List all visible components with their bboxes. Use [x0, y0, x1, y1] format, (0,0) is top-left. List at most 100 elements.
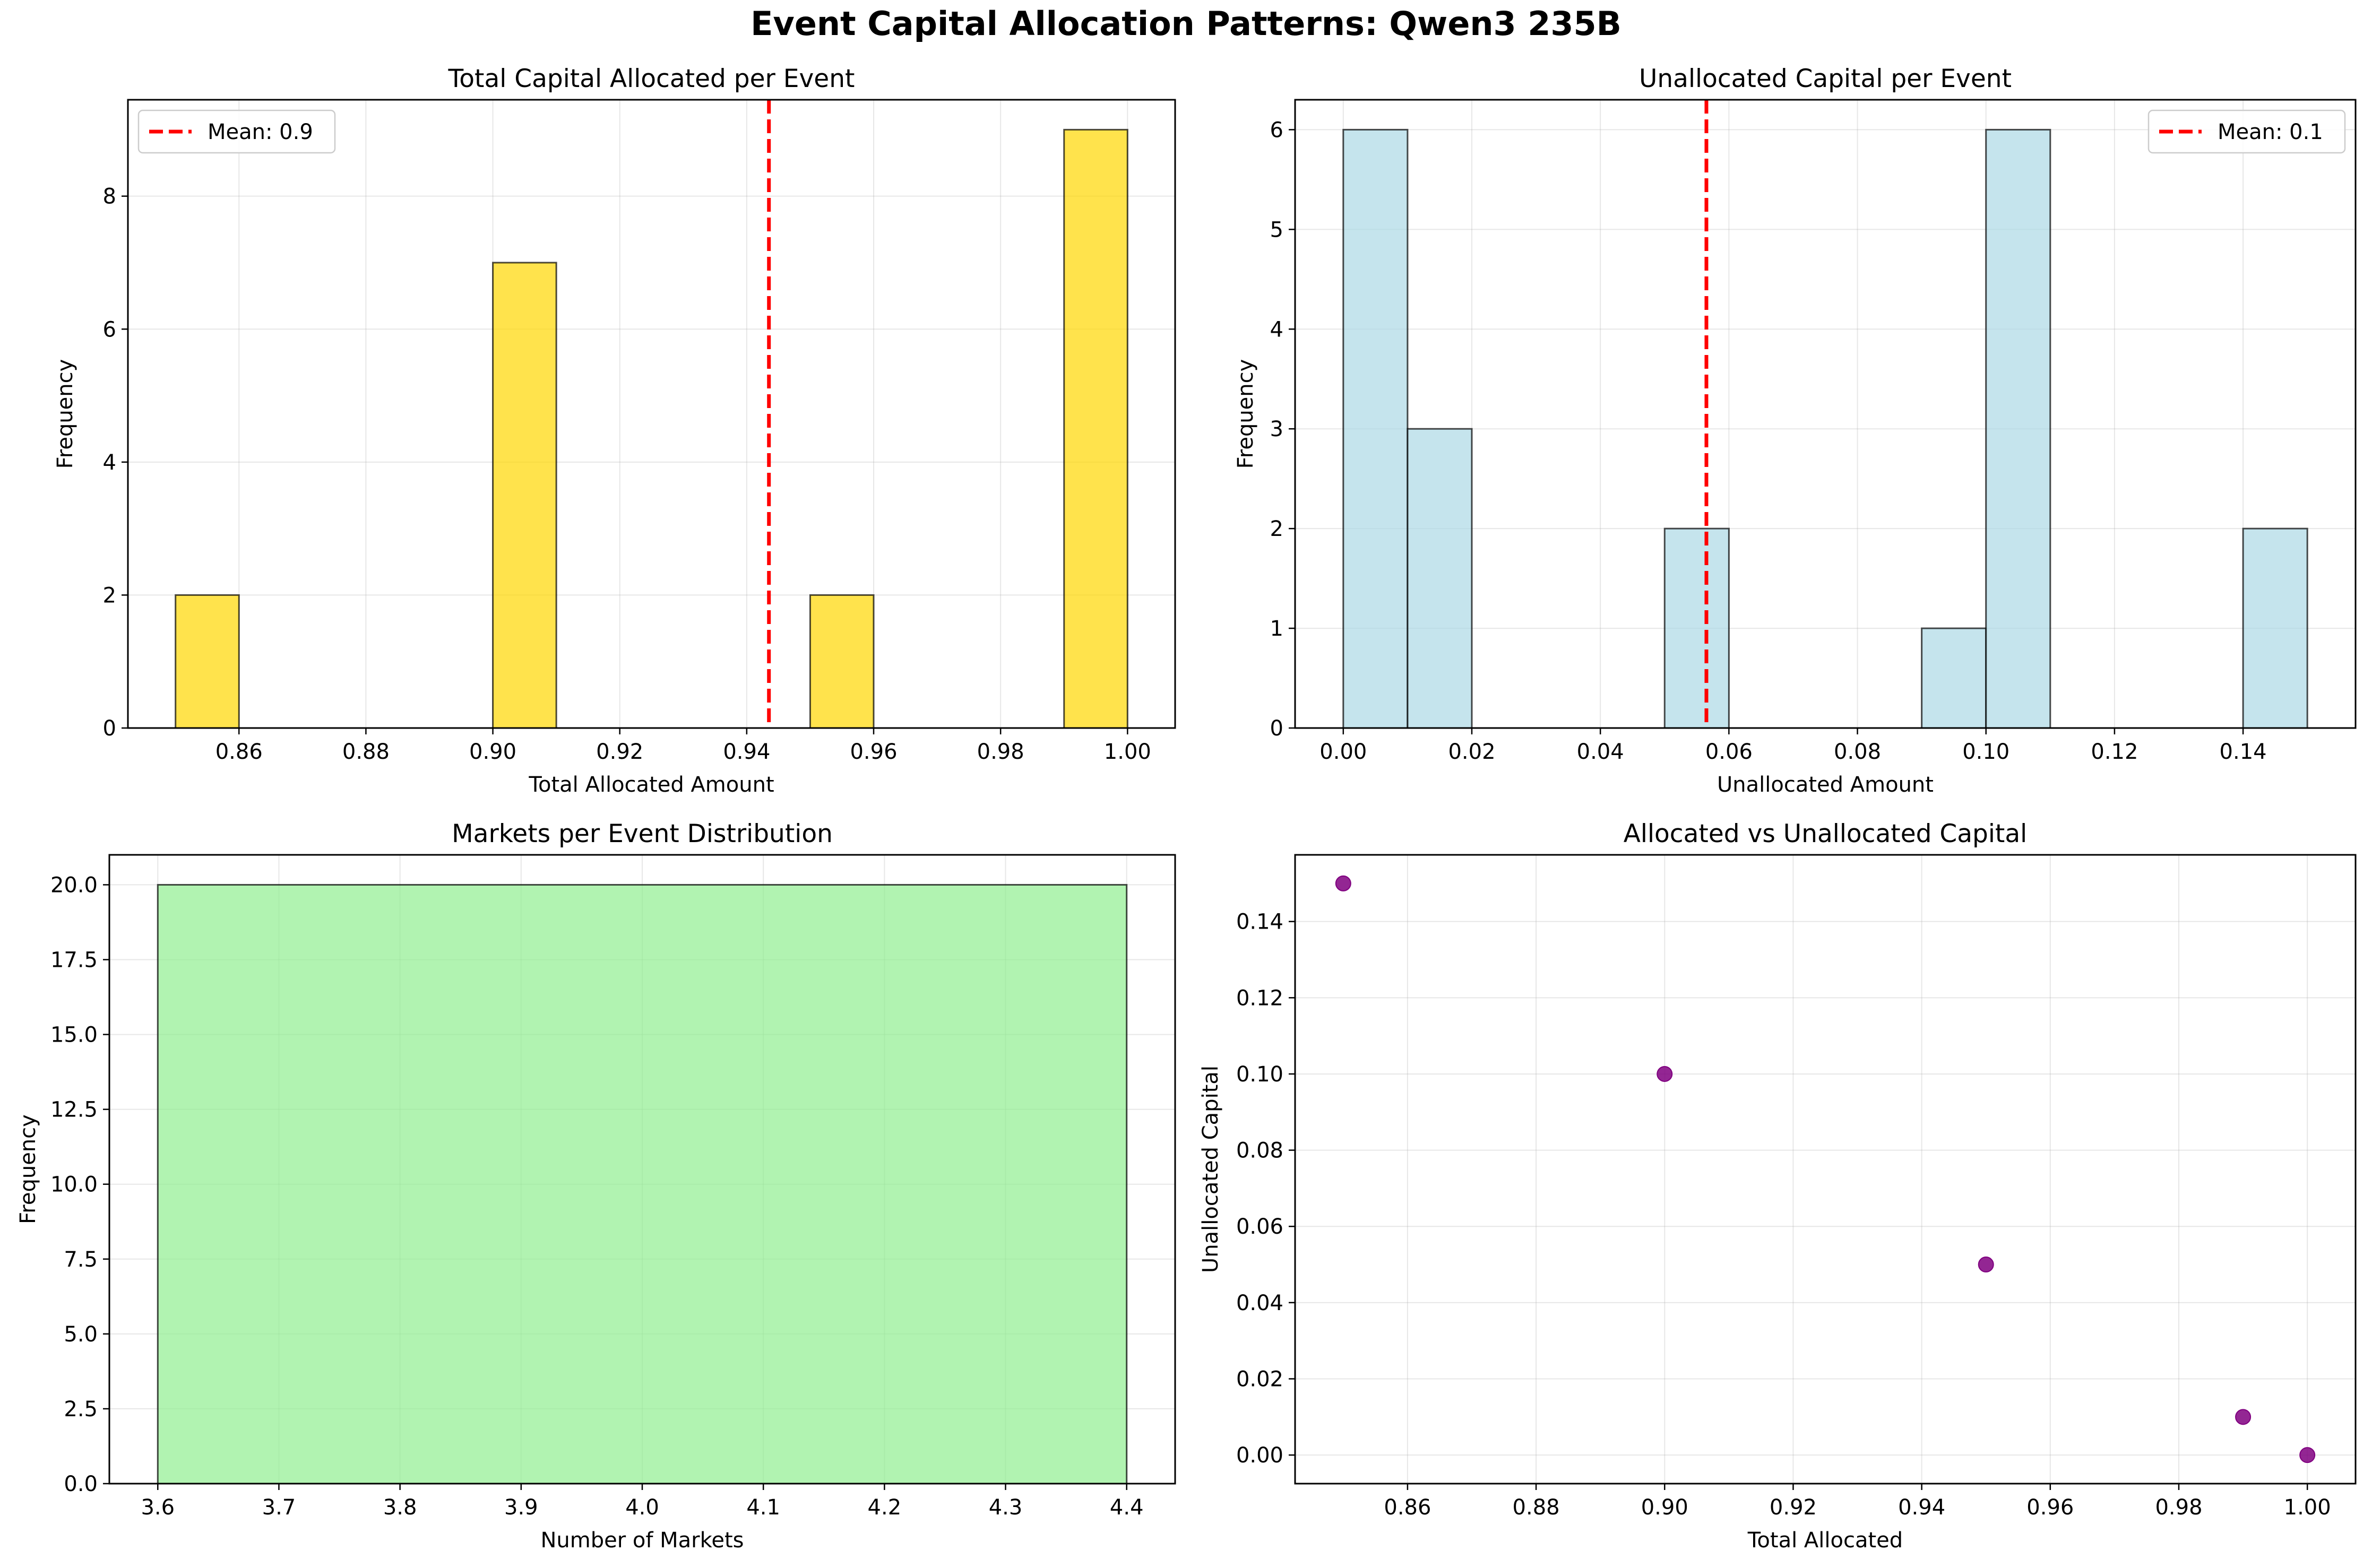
- chart-title: Allocated vs Unallocated Capital: [1624, 819, 2027, 848]
- y-tick-label: 0.10: [1236, 1062, 1283, 1087]
- scatter-point: [2299, 1447, 2316, 1463]
- y-tick-label: 0.02: [1236, 1367, 1283, 1392]
- x-tick-label: 3.7: [262, 1495, 296, 1520]
- y-tick-label: 6: [103, 317, 116, 342]
- y-tick-label: 20.0: [50, 873, 98, 897]
- y-axis-label: Frequency: [1234, 359, 1258, 469]
- y-tick-label: 15.0: [50, 1023, 98, 1047]
- chart-panel-1: 0.86 0.88 0.90 0.92 0.94 0.96 0.98 1.00 0 2 4 6 8 Tot…: [53, 64, 1176, 797]
- x-tick-label: 0.98: [977, 740, 1024, 764]
- y-tick-label: 1: [1270, 617, 1283, 641]
- y-tick-label: 0.04: [1236, 1291, 1283, 1315]
- y-tick-label: 0: [1270, 716, 1283, 741]
- x-axis-ticks: 0.00 0.02 0.04 0.06 0.08 0.10 0.12 0.14: [1319, 728, 2267, 764]
- histogram-bar: [1063, 128, 1128, 729]
- x-axis-label: Total Allocated: [1747, 1528, 1903, 1553]
- x-tick-label: 0.92: [1770, 1495, 1817, 1520]
- x-tick-label: 0.88: [342, 740, 390, 764]
- chart-panel-3: 3.6 3.7 3.8 3.9 4.0 4.1 4.2 4.3 4.4 0.0 2.5 5.0 7.5 1…: [16, 819, 1176, 1553]
- x-tick-label: 0.08: [1834, 740, 1881, 764]
- x-tick-label: 0.04: [1577, 740, 1624, 764]
- y-tick-label: 0.12: [1236, 986, 1283, 1010]
- histogram-bar: [175, 594, 240, 729]
- x-tick-label: 3.6: [141, 1495, 175, 1520]
- y-axis-label: Frequency: [16, 1114, 40, 1224]
- x-axis-label: Total Allocated Amount: [528, 773, 774, 797]
- y-tick-label: 0.08: [1236, 1139, 1283, 1163]
- chart-title: Markets per Event Distribution: [452, 819, 833, 848]
- y-tick-label: 3: [1270, 417, 1283, 441]
- y-tick-label: 4: [1270, 317, 1283, 342]
- figure-title: Event Capital Allocation Patterns: Qwen3…: [751, 4, 1621, 43]
- y-tick-label: 12.5: [50, 1098, 98, 1122]
- axes-frame: [127, 99, 1176, 729]
- histogram-bar: [492, 262, 557, 729]
- scatter-point: [2235, 1409, 2252, 1425]
- legend-label: Mean: 0.1: [2218, 120, 2323, 144]
- histogram-bar: [157, 883, 1128, 1485]
- x-tick-label: 0.92: [596, 740, 643, 764]
- bars: [175, 128, 1128, 729]
- x-axis-label: Unallocated Amount: [1717, 773, 1934, 797]
- legend-label: Mean: 0.9: [208, 120, 313, 144]
- scatter-point: [1657, 1065, 1673, 1082]
- x-axis-ticks: 0.86 0.88 0.90 0.92 0.94 0.96 0.98 1.00: [1384, 1484, 2331, 1520]
- y-tick-label: 2.5: [64, 1397, 98, 1422]
- x-axis-ticks: 3.6 3.7 3.8 3.9 4.0 4.1 4.2 4.3 4.4: [141, 1484, 1144, 1520]
- chart-title: Unallocated Capital per Event: [1639, 64, 2012, 93]
- x-tick-label: 0.98: [2155, 1495, 2202, 1520]
- x-tick-label: 4.2: [868, 1495, 902, 1520]
- x-tick-label: 0.96: [850, 740, 897, 764]
- axes-frame: [1294, 99, 2357, 729]
- y-axis-ticks: 0 2 4 6 8: [103, 185, 128, 741]
- y-axis-label: Frequency: [53, 359, 77, 469]
- y-axis-ticks: 0.0 2.5 5.0 7.5 10.0 12.5 15.0 17.5 20.0: [50, 873, 109, 1496]
- bars: [157, 883, 1128, 1485]
- y-tick-label: 5.0: [64, 1322, 98, 1347]
- y-tick-label: 0.14: [1236, 910, 1283, 934]
- scatter-point: [1335, 875, 1351, 891]
- x-tick-label: 0.86: [1384, 1495, 1431, 1520]
- chart-panel-4: 0.86 0.88 0.90 0.92 0.94 0.96 0.98 1.00 0.00 0.02…: [1198, 819, 2357, 1553]
- histogram-bar: [1663, 527, 1730, 729]
- axes-frame: [1294, 854, 2357, 1485]
- histogram-bar: [2242, 527, 2308, 729]
- y-tick-label: 7.5: [64, 1248, 98, 1272]
- chart-title: Total Capital Allocated per Event: [448, 64, 855, 93]
- y-tick-label: 5: [1270, 218, 1283, 242]
- x-tick-label: 0.86: [215, 740, 263, 764]
- scatter-point: [1978, 1257, 1994, 1273]
- y-tick-label: 10.0: [50, 1173, 98, 1197]
- x-tick-label: 0.96: [2026, 1495, 2074, 1520]
- histogram-bar: [1985, 128, 2051, 729]
- histogram-bar: [1407, 428, 1473, 729]
- x-tick-label: 0.90: [469, 740, 516, 764]
- x-tick-label: 0.90: [1641, 1495, 1688, 1520]
- y-tick-label: 0: [103, 716, 116, 741]
- x-tick-label: 4.0: [625, 1495, 659, 1520]
- legend-box: [2147, 109, 2346, 154]
- legend-box: [137, 109, 336, 154]
- x-tick-label: 4.1: [746, 1495, 780, 1520]
- chart-panel-2: 0.00 0.02 0.04 0.06 0.08 0.10 0.12 0.14 0 1 2 3 4 5 6 U…: [1234, 64, 2357, 797]
- scatter-points: [1335, 875, 2316, 1463]
- x-tick-label: 0.06: [1705, 740, 1753, 764]
- x-tick-label: 0.88: [1513, 1495, 1560, 1520]
- x-tick-label: 0.94: [1898, 1495, 1945, 1520]
- y-axis-ticks: 0.00 0.02 0.04 0.06 0.08 0.10 0.12 0.14: [1236, 910, 1295, 1468]
- x-tick-label: 0.02: [1448, 740, 1495, 764]
- x-axis-ticks: 0.86 0.88 0.90 0.92 0.94 0.96 0.98 1.00: [215, 728, 1151, 764]
- x-tick-label: 3.8: [383, 1495, 417, 1520]
- y-tick-label: 0.0: [64, 1472, 98, 1496]
- y-tick-label: 8: [103, 185, 116, 209]
- histogram-bar: [809, 594, 875, 729]
- x-tick-label: 0.94: [723, 740, 770, 764]
- gridlines: [1295, 855, 2356, 1484]
- y-tick-label: 0.00: [1236, 1443, 1283, 1468]
- y-tick-label: 2: [103, 583, 116, 608]
- x-axis-label: Number of Markets: [540, 1528, 744, 1553]
- legend: Mean: 0.9: [137, 109, 336, 154]
- legend: Mean: 0.1: [2147, 109, 2346, 154]
